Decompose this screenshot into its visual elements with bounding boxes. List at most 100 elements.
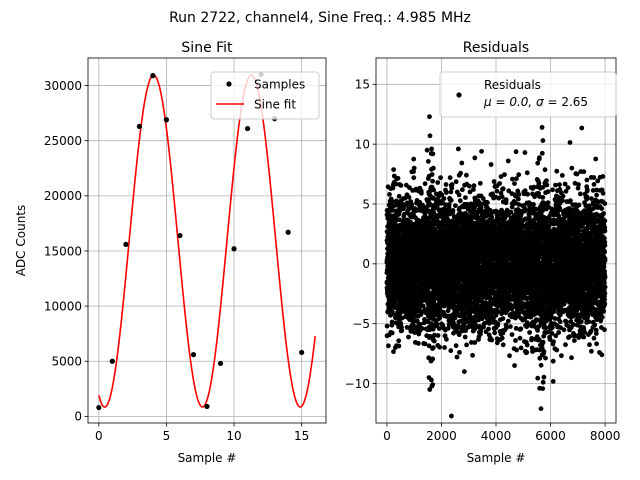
residual-point bbox=[477, 180, 483, 186]
sample-point bbox=[177, 232, 183, 239]
sample-point bbox=[150, 73, 156, 79]
residual-point bbox=[516, 202, 522, 207]
y-tick-label: 15000 bbox=[44, 244, 82, 258]
sine-fit-line-layer bbox=[98, 74, 316, 408]
residual-point bbox=[582, 200, 587, 206]
residual-point bbox=[472, 198, 478, 204]
residual-point bbox=[391, 349, 396, 355]
sample-point bbox=[285, 229, 291, 235]
residual-point bbox=[572, 180, 578, 186]
residual-point bbox=[507, 353, 512, 359]
y-tick-label: 5000 bbox=[51, 355, 82, 369]
residual-point bbox=[561, 327, 567, 333]
sine-fit-x-ticks: 0 5 10 15 bbox=[95, 423, 309, 443]
residual-point bbox=[542, 167, 548, 173]
residual-point bbox=[591, 182, 597, 187]
residual-point bbox=[425, 327, 430, 333]
sine-fit-legend: Samples Sine fit bbox=[210, 71, 320, 120]
residual-point bbox=[417, 203, 422, 209]
residual-point bbox=[513, 338, 518, 343]
sine-fit-line bbox=[98, 74, 316, 408]
samples-points-layer bbox=[96, 71, 305, 411]
residual-point bbox=[500, 342, 506, 348]
figure-title: Run 2722, channel4, Sine Freq.: 4.985 MH… bbox=[169, 10, 471, 26]
residual-point bbox=[553, 182, 558, 188]
residual-point bbox=[421, 341, 427, 346]
sample-point bbox=[190, 352, 197, 358]
residual-point bbox=[594, 187, 600, 193]
residual-point bbox=[554, 347, 560, 353]
sine-fit-x-axis-label: Sample # bbox=[178, 451, 237, 465]
residual-point bbox=[406, 334, 411, 340]
residual-point bbox=[454, 354, 460, 360]
residual-point bbox=[593, 331, 599, 336]
residual-point bbox=[424, 147, 430, 153]
residual-point bbox=[538, 362, 544, 368]
sample-point bbox=[231, 246, 237, 252]
y-tick-label: 30000 bbox=[44, 79, 82, 93]
residual-point bbox=[502, 172, 507, 178]
residual-point bbox=[477, 324, 483, 329]
y-tick-label: 10000 bbox=[44, 299, 82, 313]
residual-point bbox=[537, 355, 543, 361]
sample-point bbox=[217, 360, 224, 367]
residual-point bbox=[396, 193, 402, 199]
residual-point bbox=[472, 155, 478, 161]
residual-point bbox=[547, 337, 553, 342]
residual-point bbox=[462, 369, 467, 374]
residual-point bbox=[460, 187, 465, 193]
residual-point bbox=[471, 187, 476, 192]
x-tick-label: 10 bbox=[226, 429, 241, 443]
residual-point bbox=[471, 183, 477, 189]
residual-point bbox=[437, 315, 443, 320]
residual-point bbox=[463, 328, 468, 334]
residual-point bbox=[509, 332, 515, 337]
sample-point bbox=[204, 403, 210, 410]
residual-point bbox=[555, 194, 561, 200]
residual-point bbox=[593, 327, 599, 333]
sample-point bbox=[123, 241, 129, 247]
y-tick-label: 20000 bbox=[44, 189, 82, 203]
residual-point bbox=[389, 322, 395, 328]
residual-point bbox=[422, 211, 428, 217]
sine-fit-legend-box bbox=[210, 71, 320, 120]
legend-samples-label: Samples bbox=[254, 78, 305, 92]
residual-point bbox=[552, 316, 558, 321]
residual-point bbox=[430, 178, 435, 184]
residual-point bbox=[524, 170, 530, 176]
legend-samples-marker bbox=[226, 81, 232, 87]
residual-point bbox=[435, 180, 441, 185]
residual-point bbox=[442, 345, 447, 350]
sample-point bbox=[163, 117, 170, 123]
residual-point bbox=[407, 185, 412, 191]
residual-point bbox=[431, 337, 436, 343]
residual-point bbox=[512, 181, 517, 187]
residual-point bbox=[513, 149, 519, 155]
residual-point bbox=[413, 186, 419, 192]
residual-point bbox=[584, 177, 590, 183]
residual-point bbox=[435, 343, 441, 348]
x-tick-label: 0 bbox=[95, 429, 103, 443]
residual-point bbox=[453, 179, 459, 185]
residual-point bbox=[581, 310, 587, 316]
residual-point bbox=[565, 185, 571, 191]
residual-point bbox=[387, 192, 392, 197]
residual-point bbox=[469, 340, 474, 345]
residual-point bbox=[535, 160, 541, 166]
y-tick-label: 0 bbox=[74, 410, 82, 424]
residual-point bbox=[602, 327, 607, 333]
residual-point bbox=[411, 156, 417, 162]
residual-point bbox=[436, 326, 442, 331]
residual-point bbox=[476, 193, 482, 199]
residual-point bbox=[594, 341, 599, 347]
residuals-points-layer bbox=[384, 102, 608, 419]
legend-sine-fit-label: Sine fit bbox=[254, 98, 296, 112]
residual-point bbox=[462, 334, 468, 340]
residual-point bbox=[386, 343, 391, 349]
residual-point bbox=[489, 308, 495, 314]
residual-point bbox=[516, 172, 522, 178]
residual-point bbox=[444, 190, 449, 196]
